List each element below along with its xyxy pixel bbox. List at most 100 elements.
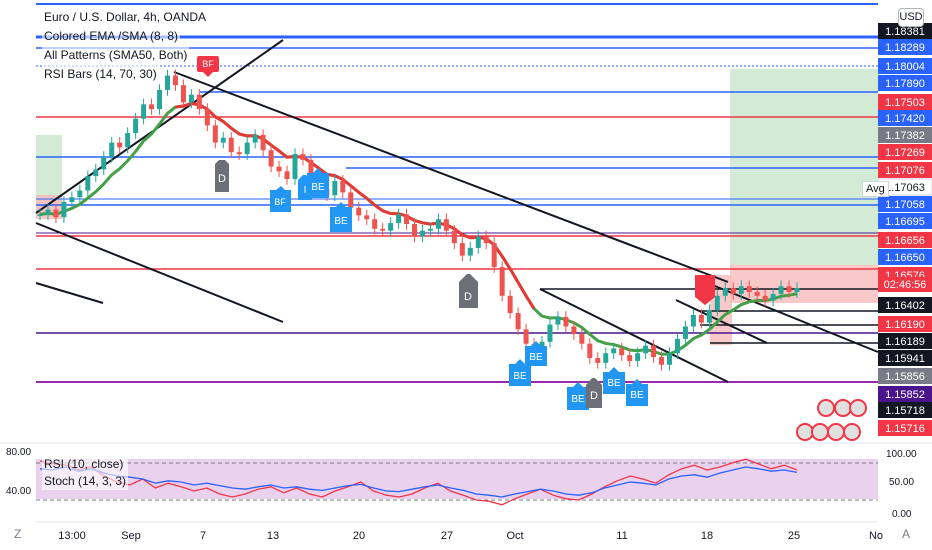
price-label-bg [878, 23, 932, 39]
pattern-marker-be-5[interactable]: BE [567, 382, 589, 410]
price-label-bg [878, 39, 932, 55]
candle-body [619, 348, 625, 356]
price-label: 1.16695 [885, 216, 925, 228]
pattern-marker-be-6[interactable]: BE [603, 367, 625, 394]
trend-line-7[interactable] [699, 279, 879, 353]
long-position-loss-zone[interactable] [730, 265, 878, 303]
candle-body [427, 228, 433, 231]
candle-body [37, 214, 43, 216]
candle-body [555, 316, 561, 325]
candle-body [188, 94, 194, 103]
pattern-marker-bf-1[interactable]: BF [197, 56, 219, 77]
candle-body [674, 338, 680, 354]
candle-body [698, 314, 704, 323]
auto-scale-icon[interactable]: A [902, 527, 911, 541]
candle-body [236, 152, 242, 155]
stoch-indicator-label[interactable]: Stoch (14, 3, 3) [42, 473, 129, 490]
candle-body [690, 314, 696, 327]
avg-price-tag: Avg [862, 181, 889, 197]
candle-body [300, 154, 306, 160]
candle-body [738, 286, 744, 294]
price-label: 1.16656 [885, 235, 925, 247]
price-label: 1.17058 [885, 199, 925, 211]
candle-body [491, 243, 497, 268]
candle-body [364, 215, 370, 220]
pattern-marker-d-2[interactable]: D [459, 274, 478, 308]
pattern-marker-be-2[interactable]: BE [330, 202, 352, 232]
candle-body [109, 142, 115, 157]
candle-body [228, 137, 234, 153]
price-label: 1.15718 [885, 405, 925, 417]
pattern-marker-bearish-arrow[interactable] [695, 275, 715, 305]
trend-line-6[interactable] [675, 299, 768, 344]
time-tick: 20 [353, 530, 365, 542]
candle-body [292, 154, 298, 179]
indicator-rsi-bars-label[interactable]: RSI Bars (14, 70, 30) [42, 65, 159, 84]
timezone-icon[interactable]: Z [14, 527, 22, 541]
time-tick: 18 [701, 530, 713, 542]
time-axis[interactable]: 13:00 Sep 7 13 20 27 Oct 11 18 25 No [58, 530, 883, 542]
candle-body [611, 348, 617, 354]
currency-button[interactable]: USD [898, 8, 924, 27]
price-label: 1.15852 [885, 389, 925, 401]
pattern-tag-11: D [590, 390, 598, 402]
pattern-marker-bf-2[interactable]: BF [270, 186, 291, 212]
time-tick: 13:00 [58, 530, 86, 542]
candle-body [635, 353, 641, 361]
countdown-label: 02:46:56 [884, 279, 927, 291]
time-tick: 27 [441, 530, 453, 542]
trend-line-4[interactable] [35, 282, 104, 304]
candle-body [794, 288, 800, 292]
price-label: 1.17382 [885, 130, 925, 142]
indicator-ema-label[interactable]: Colored EMA /SMA (8, 8) [42, 27, 181, 46]
time-tick: 13 [267, 530, 279, 542]
price-label-bg [878, 144, 932, 160]
trend-line-5[interactable] [539, 288, 729, 383]
price-label-bg [878, 333, 932, 349]
trend-line-3[interactable] [35, 222, 284, 323]
price-label-bg [878, 110, 932, 126]
time-tick: No [869, 530, 883, 542]
candle-body [85, 176, 91, 191]
candle-body [563, 316, 569, 327]
chart-legend: Euro / U.S. Dollar, 4h, OANDA Colored EM… [42, 8, 209, 84]
price-label-bg [878, 232, 932, 248]
candle-body [523, 329, 529, 344]
pattern-tag-13: BE [630, 390, 644, 401]
pattern-tag-8: BE [529, 352, 543, 363]
candle-body [45, 209, 51, 215]
osc-right-tick-0: 0.00 [892, 509, 912, 520]
pattern-marker-be-4[interactable]: BE [509, 359, 531, 386]
pattern-marker-d-3[interactable]: D [586, 378, 602, 408]
price-scale[interactable]: 1.18381 1.18289 1.18004 1.17890 1.17503 1.174… [877, 23, 932, 436]
pattern-marker-be-3[interactable]: BE [525, 341, 547, 366]
symbol-title[interactable]: Euro / U.S. Dollar, 4h, OANDA [42, 8, 209, 27]
countdown-bg [878, 277, 932, 292]
price-label-bg [878, 386, 932, 402]
candle-body [101, 156, 107, 170]
ema-line [39, 101, 798, 356]
pattern-tag-4: I [304, 185, 307, 196]
trend-line-2[interactable] [173, 71, 729, 283]
candle-body [627, 355, 633, 361]
indicator-patterns-label[interactable]: All Patterns (SMA50, Both) [42, 46, 190, 65]
candle-body [308, 159, 314, 181]
pattern-marker-be-1[interactable]: BE [307, 168, 329, 198]
pattern-marker-d-1[interactable]: D [215, 160, 229, 192]
price-label: 1.17420 [885, 113, 925, 125]
pattern-marker-be-7[interactable]: BE [626, 379, 648, 406]
time-tick: 25 [788, 530, 800, 542]
candle-body [722, 288, 728, 296]
candles [37, 69, 800, 371]
candle-body [467, 247, 473, 256]
osc-left-tick-80: 80.00 [6, 447, 31, 458]
candle-body [348, 192, 354, 208]
osc-left-tick-40: 40.00 [6, 486, 31, 497]
long-position-profit-zone[interactable] [730, 69, 878, 265]
pattern-tag-1: BF [202, 59, 214, 69]
price-label: 1.17076 [885, 165, 925, 177]
price-label: 1.17890 [885, 78, 925, 90]
rsi-indicator-label[interactable]: RSI (10, close) [42, 456, 129, 473]
chart-sticker-group[interactable] [796, 399, 867, 441]
